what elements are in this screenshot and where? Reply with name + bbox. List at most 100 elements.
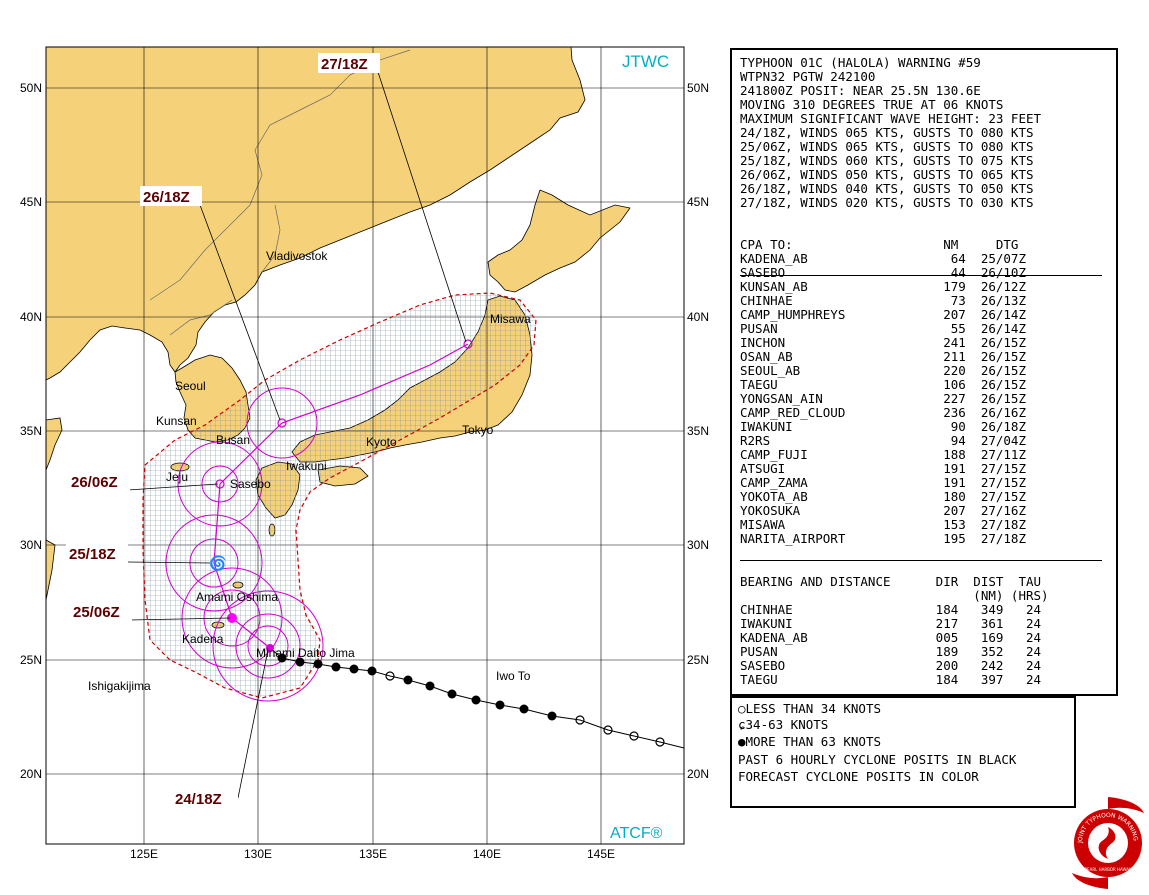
lat-label: 25N <box>687 653 709 667</box>
warning-line: 26/18Z, WINDS 040 KTS, GUSTS TO 050 KTS <box>740 181 1034 196</box>
place-label: Tokyo <box>462 423 494 437</box>
past-positions <box>277 653 557 721</box>
warning-line: 24/18Z, WINDS 065 KTS, GUSTS TO 080 KTS <box>740 125 1034 140</box>
forecast-tag: 26/06Z <box>71 474 118 491</box>
seal-swirl-bottom <box>1072 873 1108 889</box>
forecast-tag: 25/06Z <box>73 604 120 621</box>
warning-line: 26/06Z, WINDS 050 KTS, GUSTS TO 065 KTS <box>740 167 1034 182</box>
lon-label: 130E <box>244 847 272 861</box>
forecast-wind-radii <box>165 387 324 702</box>
bearing-row: IWAKUNI 217 361 24 <box>740 616 1042 631</box>
place-label: Kunsan <box>156 414 197 428</box>
bearing-header: BEARING AND DISTANCE DIR DIST TAU <box>740 574 1042 589</box>
lat-label: 35N <box>687 424 709 438</box>
warning-line: 27/18Z, WINDS 020 KTS, GUSTS TO 030 KTS <box>740 195 1034 210</box>
warning-line: MOVING 310 DEGREES TRUE AT 06 KNOTS <box>740 97 1004 112</box>
lat-label: 20N <box>687 767 709 781</box>
svg-text:🌀: 🌀 <box>209 554 226 572</box>
forecast-tags: 27/18Z 26/18Z 26/06Z 25/18Z 25/06Z 24/18… <box>66 53 380 808</box>
warning-panel: TYPHOON 01C (HALOLA) WARNING #59 WTPN32 P… <box>730 48 1118 696</box>
lon-labels: 125E 130E 135E 140E 145E <box>130 847 615 861</box>
cpa-row: CAMP_FUJI 188 27/11Z <box>740 447 1026 462</box>
lon-label: 140E <box>473 847 501 861</box>
bearing-row: TAEGU 184 397 24 <box>740 672 1042 687</box>
lat-label: 25N <box>20 653 42 667</box>
country-borders <box>149 49 411 336</box>
forecast-tag: 27/18Z <box>321 56 368 73</box>
tag-leader-lines <box>127 71 467 799</box>
cpa-row: YONGSAN_AIN 227 26/15Z <box>740 391 1026 406</box>
land-hokkaido <box>487 189 631 293</box>
cpa-row: OSAN_AB 211 26/15Z <box>740 349 1026 364</box>
typhoon-icon: ● <box>738 734 746 749</box>
cpa-row: CHINHAE 73 26/13Z <box>740 293 1026 308</box>
lat-label: 35N <box>20 424 42 438</box>
cpa-row: PUSAN 55 26/14Z <box>740 321 1026 336</box>
legend-item-34-63: ɕ34-63 KNOTS <box>738 717 829 732</box>
cpa-row: NARITA_AIRPORT 195 27/18Z <box>740 531 1026 546</box>
jtwc-brand: JTWC <box>622 52 669 71</box>
place-label: Sasebo <box>230 477 271 491</box>
atcf-brand: ATCF® <box>610 825 663 842</box>
lat-label: 50N <box>687 81 709 95</box>
cpa-row: KADENA_AB 64 25/07Z <box>740 251 1026 266</box>
cpa-row: YOKOTA_AB 180 27/15Z <box>740 489 1026 504</box>
divider <box>740 560 1102 561</box>
warning-line: MAXIMUM SIGNIFICANT WAVE HEIGHT: 23 FEET <box>740 111 1042 126</box>
bearing-row: CHINHAE 184 349 24 <box>740 602 1042 617</box>
cpa-row: SASEBO 44 26/10Z <box>740 265 1026 280</box>
cpa-row: CAMP_ZAMA 191 27/15Z <box>740 475 1026 490</box>
bearing-row: KADENA_AB 005 169 24 <box>740 630 1042 645</box>
bearing-subheader: (NM) (HRS) <box>740 588 1049 603</box>
place-labels: Vladivostok Misawa Seoul Kunsan Busan Iw… <box>88 249 531 693</box>
place-label: Seoul <box>175 379 206 393</box>
seal-sub-text: PEARL HARBOR HAWAII <box>1085 867 1132 872</box>
lat-label: 45N <box>20 195 42 209</box>
forecast-tag: 24/18Z <box>175 791 222 808</box>
place-label: Busan <box>216 433 250 447</box>
seal-swirl-top <box>1108 797 1144 813</box>
legend-item-more-63: ●MORE THAN 63 KNOTS <box>738 734 881 749</box>
cpa-row: TAEGU 106 26/15Z <box>740 377 1026 392</box>
legend-note-past: PAST 6 HOURLY CYCLONE POSITS IN BLACK <box>738 752 1017 767</box>
lat-label: 20N <box>20 767 42 781</box>
place-label: Iwo To <box>496 669 531 683</box>
lon-label: 125E <box>130 847 158 861</box>
place-label: Kyoto <box>366 435 397 449</box>
cpa-header: CPA TO: NM DTG <box>740 237 1019 252</box>
land-asia-mainland <box>45 46 586 381</box>
cpa-row: KUNSAN_AB 179 26/12Z <box>740 279 1026 294</box>
forecast-tag: 26/18Z <box>143 189 190 206</box>
cpa-row: INCHON 241 26/15Z <box>740 335 1026 350</box>
cpa-row: MISAWA 153 27/18Z <box>740 517 1026 532</box>
place-label: Misawa <box>490 312 531 326</box>
lat-labels-left: 50N 45N 40N 35N 30N 25N 20N <box>20 81 42 781</box>
forecast-tag: 25/18Z <box>69 546 116 563</box>
lat-label: 30N <box>687 538 709 552</box>
cpa-row: R2RS 94 27/04Z <box>740 433 1026 448</box>
map-border <box>45 46 685 845</box>
cpa-row: CAMP_HUMPHREYS 207 26/14Z <box>740 307 1026 322</box>
bearing-row: PUSAN 189 352 24 <box>740 644 1042 659</box>
lat-label: 40N <box>687 310 709 324</box>
cpa-row: CAMP_RED_CLOUD 236 26/16Z <box>740 405 1026 420</box>
divider <box>740 275 1102 276</box>
warning-line: TYPHOON 01C (HALOLA) WARNING #59 <box>740 55 981 70</box>
warning-line: 25/18Z, WINDS 060 KTS, GUSTS TO 075 KTS <box>740 153 1034 168</box>
jtwc-seal: JOINT TYPHOON WARNING CENTER PEARL HARBO… <box>1068 795 1144 889</box>
bearing-row: SASEBO 200 242 24 <box>740 658 1042 673</box>
place-label: Jeju <box>166 470 188 484</box>
lon-label: 145E <box>587 847 615 861</box>
legend-note-forecast: FORECAST CYCLONE POSITS IN COLOR <box>738 769 979 784</box>
cpa-row: IWAKUNI 90 26/18Z <box>740 419 1026 434</box>
warning-line: 241800Z POSIT: NEAR 25.5N 130.6E <box>740 83 981 98</box>
cpa-row: SEOUL_AB 220 26/15Z <box>740 363 1026 378</box>
lat-labels-right: 50N 45N 40N 35N 30N 25N 20N <box>687 81 709 781</box>
forecast-positions: 🌀 <box>209 339 473 623</box>
lon-label: 135E <box>359 847 387 861</box>
lat-label: 30N <box>20 538 42 552</box>
forecast-track-line <box>213 343 469 649</box>
lat-label: 50N <box>20 81 42 95</box>
legend-item-less-34: ○LESS THAN 34 KNOTS <box>738 701 881 716</box>
